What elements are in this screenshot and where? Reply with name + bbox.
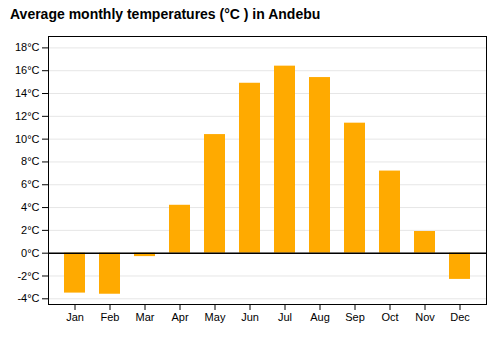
svg-text:8°C: 8°C bbox=[21, 155, 40, 167]
svg-text:Jun: Jun bbox=[241, 311, 259, 323]
svg-text:May: May bbox=[205, 311, 226, 323]
svg-text:Apr: Apr bbox=[171, 311, 188, 323]
svg-text:0°C: 0°C bbox=[21, 247, 40, 259]
svg-text:6°C: 6°C bbox=[21, 178, 40, 190]
svg-text:12°C: 12°C bbox=[15, 110, 40, 122]
svg-text:Feb: Feb bbox=[101, 311, 120, 323]
svg-text:14°C: 14°C bbox=[15, 87, 40, 99]
svg-text:Oct: Oct bbox=[381, 311, 398, 323]
svg-text:Nov: Nov bbox=[415, 311, 435, 323]
svg-text:-2°C: -2°C bbox=[17, 270, 39, 282]
svg-text:Mar: Mar bbox=[136, 311, 155, 323]
svg-text:2°C: 2°C bbox=[21, 224, 40, 236]
svg-text:Jul: Jul bbox=[278, 311, 292, 323]
svg-text:Dec: Dec bbox=[450, 311, 470, 323]
svg-text:-4°C: -4°C bbox=[17, 292, 39, 304]
svg-text:Sep: Sep bbox=[345, 311, 365, 323]
svg-text:4°C: 4°C bbox=[21, 201, 40, 213]
svg-text:18°C: 18°C bbox=[15, 41, 40, 53]
svg-text:Aug: Aug bbox=[310, 311, 330, 323]
svg-text:Jan: Jan bbox=[66, 311, 84, 323]
svg-text:10°C: 10°C bbox=[15, 133, 40, 145]
html-text:Average monthly temperatures (: Average monthly temperatures (°C ) in An… bbox=[10, 6, 321, 22]
svg-text:16°C: 16°C bbox=[15, 64, 40, 76]
